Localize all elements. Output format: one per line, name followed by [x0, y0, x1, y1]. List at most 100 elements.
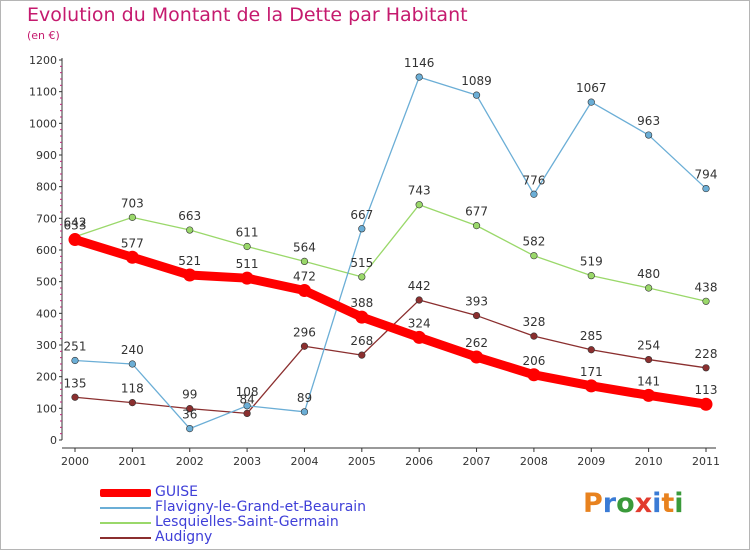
series-line-3 [74, 299, 707, 415]
data-label: 254 [637, 339, 660, 353]
x-tick-label: 2010 [635, 455, 663, 468]
y-tick-label: 400 [36, 307, 57, 320]
data-point [587, 346, 595, 354]
legend-swatch-lesquielles [100, 522, 151, 524]
data-label: 89 [297, 391, 312, 405]
data-point [68, 233, 82, 247]
data-labels: 135 118 99 84 296 268 442 393 328 285 254 228 642 703… [64, 56, 718, 422]
x-tick-label: 2000 [61, 455, 89, 468]
data-label: 577 [121, 236, 144, 250]
x-tick-label: 2002 [176, 455, 204, 468]
data-point [412, 330, 426, 344]
data-point [415, 201, 423, 209]
data-point [645, 355, 653, 364]
y-tick-label: 100 [36, 402, 57, 415]
data-point [183, 268, 197, 282]
data-point [642, 388, 656, 402]
data-label: 113 [695, 383, 718, 397]
data-point [699, 397, 713, 411]
data-point [300, 408, 309, 416]
data-point [702, 184, 710, 193]
data-label: 108 [236, 385, 259, 399]
data-point [530, 252, 538, 260]
data-label: 564 [293, 240, 316, 254]
data-label: 794 [695, 168, 718, 182]
data-point [125, 250, 139, 264]
series-line-1 [74, 76, 707, 430]
data-point [527, 368, 541, 382]
data-point [472, 222, 481, 230]
data-label: 36 [182, 408, 197, 422]
legend-label-audigny: Audigny [155, 529, 213, 545]
legend-swatch-guise [100, 489, 151, 497]
data-label: 393 [465, 295, 488, 309]
data-label: 472 [293, 270, 316, 284]
y-tick-label: 0 [50, 434, 57, 447]
data-label: 776 [522, 173, 545, 187]
data-point [300, 342, 309, 350]
chart-title: Evolution du Montant de la Dette par Hab… [27, 4, 468, 26]
data-label: 677 [465, 205, 488, 219]
y-tick-label: 600 [36, 244, 57, 257]
data-point [472, 311, 481, 320]
data-label: 611 [236, 226, 259, 240]
x-tick-label: 2004 [290, 455, 318, 468]
data-point [702, 364, 710, 372]
data-label: 251 [64, 340, 87, 354]
legend-label-flavigny: Flavigny-le-Grand-et-Beaurain [155, 499, 367, 515]
data-point [587, 98, 595, 106]
axes [59, 58, 716, 452]
x-tick-label: 2005 [348, 455, 376, 468]
data-label: 480 [637, 267, 660, 281]
y-tick-label: 500 [36, 276, 57, 289]
data-label: 663 [178, 209, 201, 223]
data-label: 642 [64, 216, 87, 230]
data-point [530, 332, 538, 340]
data-label: 519 [580, 255, 603, 269]
data-label: 206 [522, 354, 545, 368]
data-label: 1146 [404, 56, 435, 70]
x-tick-label: 2011 [692, 455, 720, 468]
data-point [584, 379, 598, 393]
proxiti-logo: Proxiti [583, 488, 684, 519]
data-label: 633 [64, 219, 87, 233]
data-label: 963 [637, 114, 660, 128]
tick-labels: 0 100 200 300 400 500 600 700 800 900 1000 1100 1200… [29, 54, 720, 468]
data-label: 703 [121, 196, 144, 210]
data-point [243, 242, 251, 251]
x-tick-label: 2008 [520, 455, 548, 468]
data-point [243, 402, 251, 410]
y-tick-label: 1100 [29, 86, 57, 99]
data-label: 743 [408, 184, 431, 198]
series-line-2 [74, 204, 707, 302]
data-label: 135 [64, 376, 87, 390]
data-point [300, 257, 309, 266]
data-label: 582 [522, 235, 545, 249]
x-tick-label: 2001 [118, 455, 146, 468]
x-tick-label: 2009 [577, 455, 605, 468]
data-label: 667 [350, 208, 373, 222]
data-point [358, 351, 366, 359]
y-tick-label: 700 [36, 212, 57, 225]
data-point [645, 284, 653, 292]
data-point [186, 405, 194, 413]
data-point [587, 272, 595, 280]
data-point [128, 213, 136, 221]
y-tick-label: 800 [36, 181, 57, 194]
data-label: 240 [121, 343, 144, 357]
data-point [71, 393, 79, 401]
data-point [128, 360, 136, 368]
data-label: 285 [580, 329, 603, 343]
data-label: 388 [350, 296, 373, 310]
data-point [240, 271, 254, 285]
series-line-0 [70, 235, 711, 409]
data-point [702, 297, 710, 305]
data-point [358, 225, 366, 233]
data-label: 268 [350, 334, 373, 348]
data-point [71, 356, 79, 365]
y-tick-label: 900 [36, 149, 57, 162]
x-tick-label: 2007 [463, 455, 491, 468]
series-points [68, 73, 713, 433]
